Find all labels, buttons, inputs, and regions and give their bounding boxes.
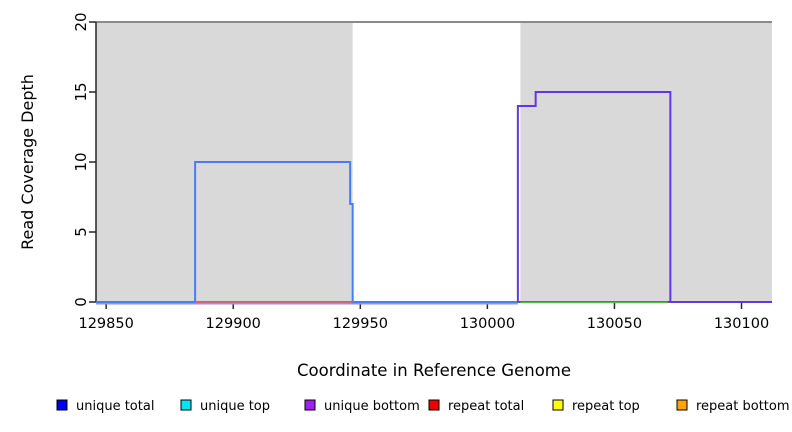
legend-label-repeat-bottom: repeat bottom (696, 399, 790, 414)
y-tick-label: 5 (72, 227, 90, 237)
x-tick-label: 130000 (460, 316, 515, 332)
x-axis-title: Coordinate in Reference Genome (297, 361, 571, 380)
x-tick-label: 130100 (714, 316, 769, 332)
legend-swatch-unique-bottom (304, 399, 316, 411)
legend-label-repeat-top: repeat top (572, 399, 640, 414)
legend-label-repeat-total: repeat total (448, 399, 524, 414)
y-tick-label: 10 (72, 152, 90, 171)
legend-swatch-unique-top (180, 399, 192, 411)
y-tick-label: 20 (72, 12, 90, 31)
y-tick-label: 15 (72, 82, 90, 101)
legend-swatch-repeat-bottom (676, 399, 688, 411)
series-unique-bottom (516, 91, 772, 303)
legend-label-unique-bottom: unique bottom (324, 399, 420, 414)
y-axis-title: Read Coverage Depth (18, 74, 37, 250)
series-unique-total (96, 161, 518, 303)
legend-swatch-unique-total (56, 399, 68, 411)
x-tick-label: 129900 (206, 316, 261, 332)
legend-swatch-repeat-total (428, 399, 440, 411)
x-tick-label: 129850 (78, 316, 133, 332)
legend-label-unique-total: unique total (76, 399, 154, 414)
shaded-region (520, 22, 772, 302)
legend-label-unique-top: unique top (200, 399, 270, 414)
x-tick-label: 129950 (333, 316, 388, 332)
y-tick-label: 0 (72, 297, 90, 307)
x-tick-label: 130050 (587, 316, 642, 332)
legend-swatch-repeat-top (552, 399, 564, 411)
